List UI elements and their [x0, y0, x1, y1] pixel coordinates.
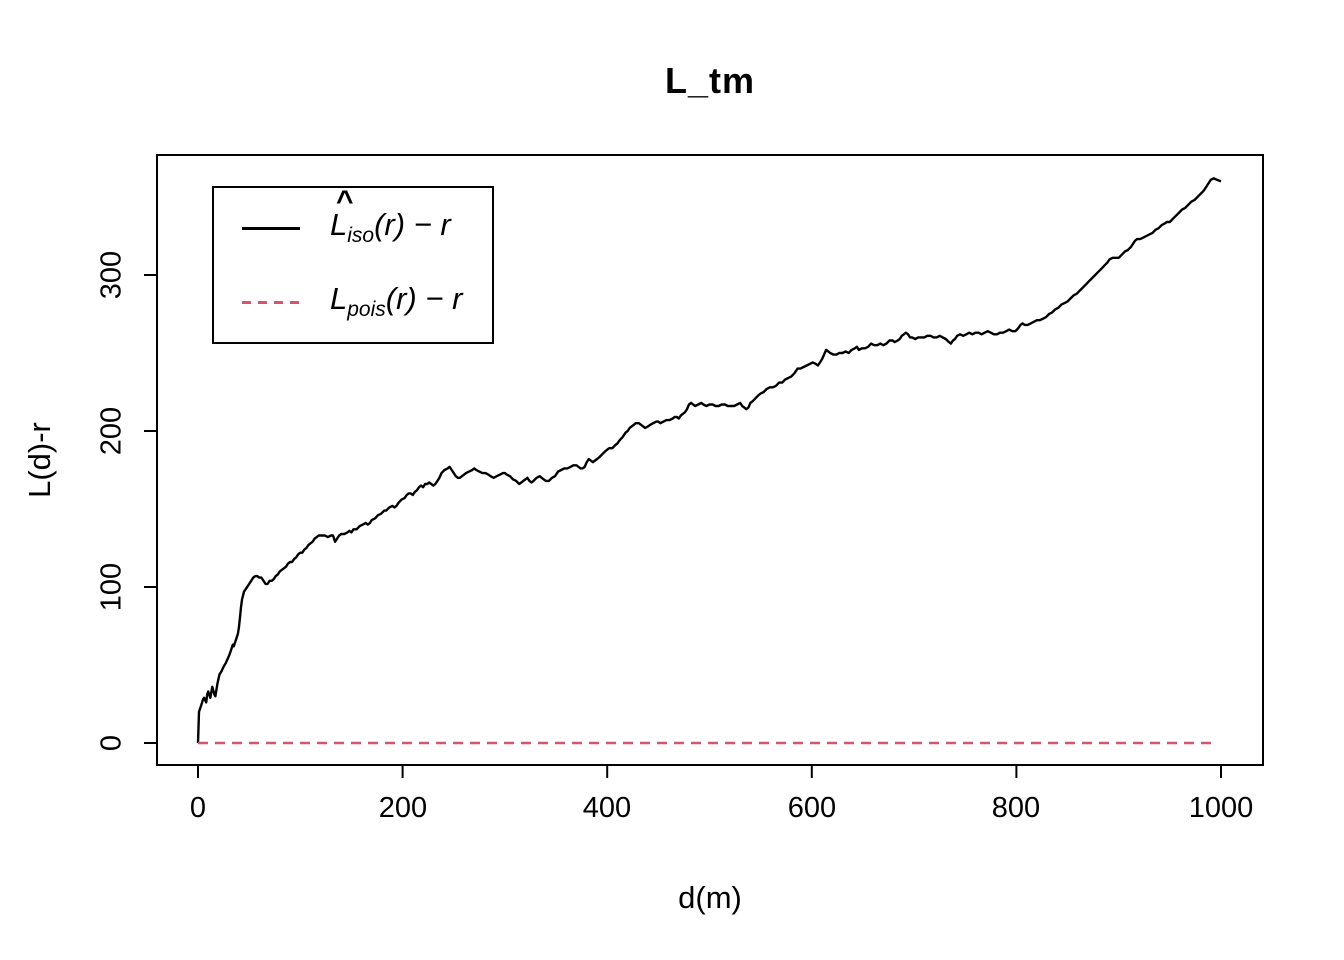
dashed-line-sample — [242, 300, 300, 304]
x-tick-label-0: 0 — [189, 792, 207, 824]
legend-item-lpois: Lpois(r) − r — [214, 274, 492, 330]
legend-subscript: iso — [347, 224, 375, 248]
hat-accent: ^ — [336, 185, 354, 219]
chart-title: L_tm — [664, 60, 755, 101]
legend-rest: (r) − r — [374, 207, 451, 243]
legend-item-liso: ^ Liso(r) − r — [214, 187, 492, 256]
y-tick-label-200: 200 — [95, 406, 128, 456]
series-L_iso(r)-r — [196, 177, 1222, 744]
x-tick-label-800: 800 — [991, 792, 1041, 824]
y-tick-label-300: 300 — [95, 250, 128, 300]
y-axis-label: L(d)-r — [22, 422, 57, 498]
x-tick-label-200: 200 — [378, 792, 428, 824]
legend-label-liso: ^ Liso(r) − r — [330, 187, 451, 248]
legend-box: ^ Liso(r) − r Lpois(r) − r — [212, 186, 494, 344]
y-tick-label-0: 0 — [95, 734, 128, 752]
x-tick-label-400: 400 — [582, 792, 632, 824]
x-tick-label-600: 600 — [787, 792, 837, 824]
y-tick-label-100: 100 — [95, 562, 128, 612]
legend-rest: (r) − r — [385, 281, 463, 317]
legend-letter: L — [330, 207, 348, 243]
plot-frame — [156, 154, 1264, 766]
legend-letter: L — [330, 281, 348, 317]
legend-subscript: pois — [347, 298, 386, 322]
solid-line-sample — [242, 226, 300, 230]
legend-label-lpois: Lpois(r) − r — [330, 283, 462, 320]
x-tick-label-1000: 1000 — [1188, 792, 1254, 824]
x-axis-label: d(m) — [678, 880, 742, 915]
